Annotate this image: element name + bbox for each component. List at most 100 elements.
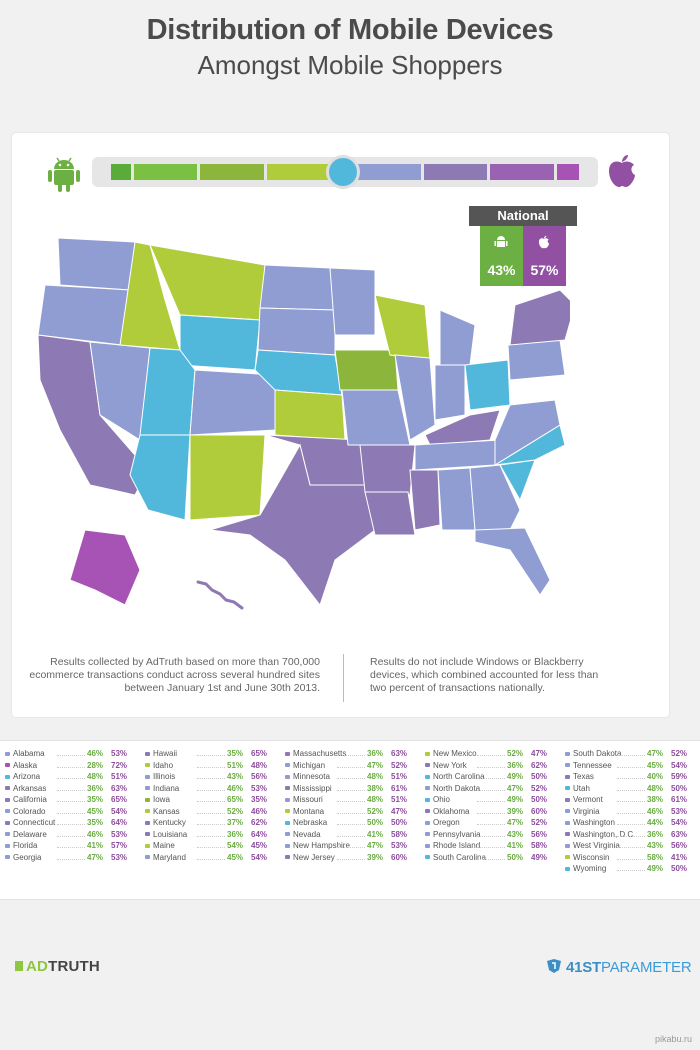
scale-segment [424, 164, 487, 180]
apple-share: 64% [111, 818, 128, 827]
android-share: 46% [227, 783, 244, 793]
state-name: New Jersey [293, 852, 335, 862]
state-shape-icon [565, 786, 570, 790]
map-region-idaho [119, 241, 181, 351]
scale-segment [200, 164, 264, 180]
map-region-arizona [129, 434, 191, 521]
dot-leader [197, 789, 225, 791]
state-shape-icon [565, 866, 570, 871]
methodology-note: Results collected by AdTruth based on mo… [29, 656, 320, 694]
map-region-alabama [437, 467, 476, 531]
scale-midpoint-knob [326, 155, 360, 189]
state-shape-icon [285, 786, 290, 790]
table-row: Indiana 46% 53% [145, 783, 275, 795]
page-title: Distribution of Mobile Devices [146, 14, 554, 46]
state-name: Hawaii [153, 749, 178, 758]
table-row: New Mexico 52% 47% [425, 748, 555, 760]
state-name: California [13, 795, 47, 804]
state-shape-icon [5, 843, 10, 848]
dot-leader [197, 824, 225, 825]
state-name: Rhode Island [433, 841, 481, 850]
table-row: West Virginia 43% 56% [565, 840, 695, 852]
dot-leader [197, 755, 225, 756]
state-shape-icon [5, 774, 10, 779]
dot-leader [617, 766, 645, 768]
apple-share: 52% [531, 818, 548, 827]
map-region-oregon [37, 284, 131, 346]
state-shape-icon [565, 843, 570, 848]
apple-share: 53% [671, 806, 688, 816]
dot-leader [337, 766, 365, 768]
map-region-florida [474, 527, 551, 596]
state-shape-icon [5, 820, 10, 825]
map-region-missouri [341, 389, 411, 446]
apple-share: 56% [251, 772, 268, 781]
state-name: Wisconsin [573, 852, 610, 862]
state-shape-icon [565, 832, 570, 836]
dot-leader [337, 812, 365, 814]
apple-share: 62% [531, 760, 548, 770]
apple-share: 50% [391, 818, 408, 827]
apple-share: 54% [671, 760, 688, 770]
dot-leader [617, 858, 645, 860]
table-row: South Dakota 47% 52% [565, 748, 695, 760]
dot-leader [197, 835, 225, 837]
map-region-utah [139, 347, 196, 436]
android-share: 46% [87, 829, 104, 839]
dot-leader [617, 778, 645, 779]
apple-share: 64% [251, 829, 268, 839]
us-map [37, 237, 570, 610]
apple-share: 63% [391, 749, 408, 758]
android-share: 45% [647, 760, 664, 770]
android-icon [48, 157, 80, 192]
apple-share: 50% [671, 783, 688, 793]
state-shape-icon [425, 751, 430, 756]
scale-segment [357, 164, 421, 180]
table-row: Wisconsin 58% 41% [565, 852, 695, 864]
state-name: Tennessee [573, 760, 612, 770]
android-share: 47% [647, 749, 664, 758]
state-name: Michigan [293, 760, 326, 770]
table-row: Massachusetts 36% 63% [285, 748, 415, 760]
national-android-pct: 43% [487, 262, 516, 278]
state-shape-icon [425, 786, 430, 790]
scale-segment [490, 164, 554, 180]
state-name: Maine [153, 841, 175, 850]
table-row: Maine 54% 45% [145, 840, 275, 852]
dot-leader [477, 824, 505, 825]
android-share: 52% [507, 749, 524, 758]
dot-leader [57, 812, 85, 814]
state-shape-icon [145, 751, 150, 756]
android-share: 49% [507, 772, 524, 781]
state-shape-icon [285, 751, 290, 756]
state-shape-icon [285, 832, 290, 836]
dot-leader [477, 858, 505, 860]
state-shape-icon [285, 797, 290, 802]
table-row: Nevada 41% 58% [285, 829, 415, 841]
table-row: California 35% 65% [5, 794, 135, 806]
apple-share: 41% [671, 852, 688, 862]
state-name: South Carolina [433, 852, 486, 862]
dot-leader [477, 847, 505, 848]
table-row: Colorado 45% 54% [5, 806, 135, 818]
shield-icon [547, 959, 561, 973]
android-share: 35% [87, 795, 104, 804]
exclusion-note: Results do not include Windows or Blackb… [370, 656, 599, 694]
dot-leader [617, 755, 645, 756]
color-scale [92, 155, 598, 189]
table-row: Vermont 38% 61% [565, 794, 695, 806]
android-share: 44% [647, 818, 664, 827]
android-share: 39% [507, 806, 524, 816]
map-region-washington [57, 237, 136, 291]
table-row: Arkansas 36% 63% [5, 783, 135, 795]
android-share: 51% [227, 760, 244, 770]
android-share: 46% [87, 749, 104, 758]
dot-leader [57, 847, 85, 848]
android-share: 41% [507, 841, 524, 850]
map-region-pennsylvania [507, 339, 566, 381]
android-share: 41% [367, 829, 384, 839]
table-row: Pennsylvania 43% 56% [425, 829, 555, 841]
dot-leader [477, 766, 505, 768]
table-row: North Dakota 47% 52% [425, 783, 555, 795]
state-name: Pennsylvania [433, 829, 481, 839]
